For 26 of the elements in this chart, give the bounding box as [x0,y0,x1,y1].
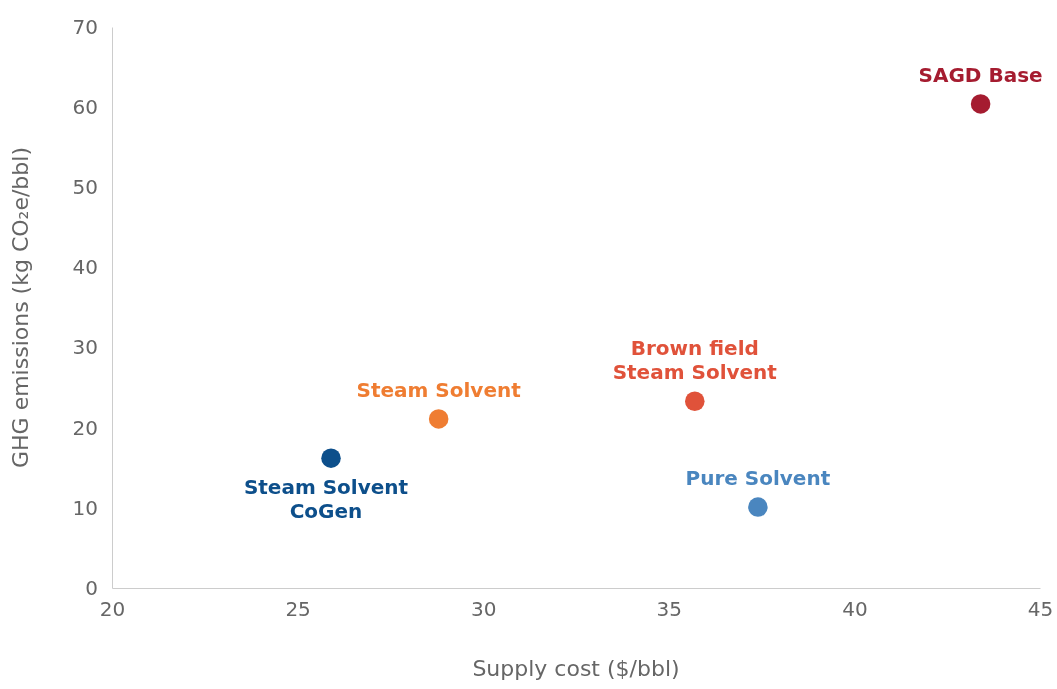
y-axis-title: GHG emissions (kg CO₂e/bbl) [8,147,33,468]
y-tick-label: 30 [72,335,98,360]
y-tick-label: 20 [72,415,98,440]
series-label: Steam Solvent CoGen [243,475,409,524]
x-tick-label: 35 [656,597,683,622]
y-tick-label: 50 [72,175,98,200]
x-tick-label: 40 [842,597,868,622]
point [748,497,768,517]
x-tick-label: 20 [99,597,126,622]
series-label: SAGD Base [918,62,1043,87]
y-tick-label: 10 [72,495,98,520]
point [970,94,991,114]
series-label: Brown field Steam Solvent [612,336,778,385]
series-label: Steam Solvent [356,377,522,402]
x-tick-label: 45 [1027,597,1054,622]
y-tick-label: 0 [85,575,98,600]
x-tick-label: 30 [470,597,497,622]
point [321,448,341,468]
point [685,391,705,412]
y-tick-label: 60 [72,95,98,120]
series-label: Pure Solvent [685,466,831,491]
y-tick-label: 40 [72,255,98,280]
point [428,409,449,429]
y-tick-label: 70 [72,14,98,39]
x-axis-title: Supply cost ($/bbl) [472,656,680,681]
x-tick-label: 25 [285,597,311,622]
